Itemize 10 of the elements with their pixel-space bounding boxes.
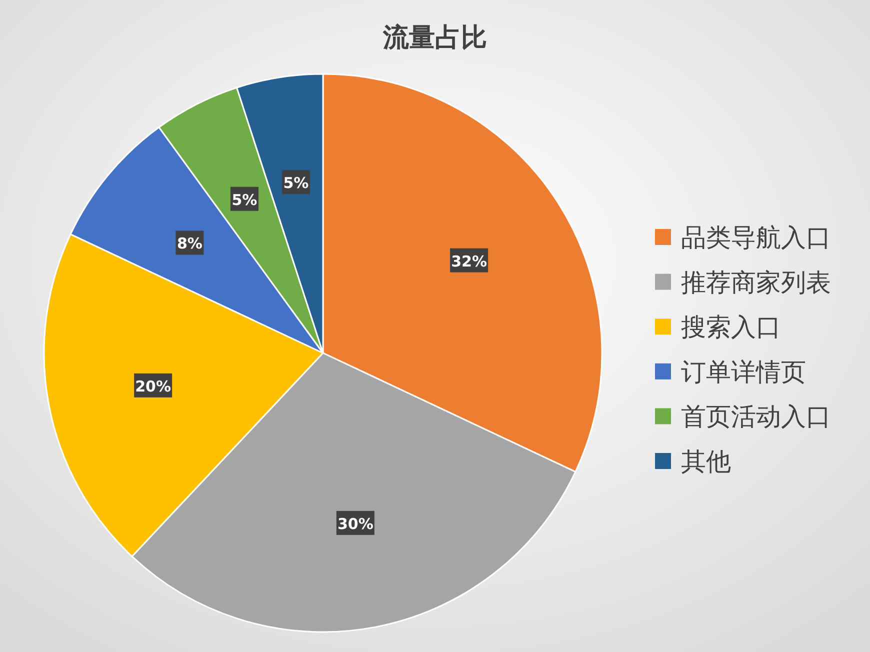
- data-label: 30%: [337, 514, 374, 533]
- legend-label: 搜索入口: [681, 312, 781, 342]
- data-label: 8%: [176, 234, 202, 253]
- legend-label: 订单详情页: [681, 357, 806, 386]
- chart-title: 流量占比: [382, 23, 487, 53]
- data-label: 5%: [283, 174, 309, 192]
- data-label: 5%: [232, 190, 258, 209]
- data-label: 20%: [135, 377, 172, 396]
- data-label: 32%: [451, 252, 488, 270]
- legend-label: 其他: [681, 447, 731, 476]
